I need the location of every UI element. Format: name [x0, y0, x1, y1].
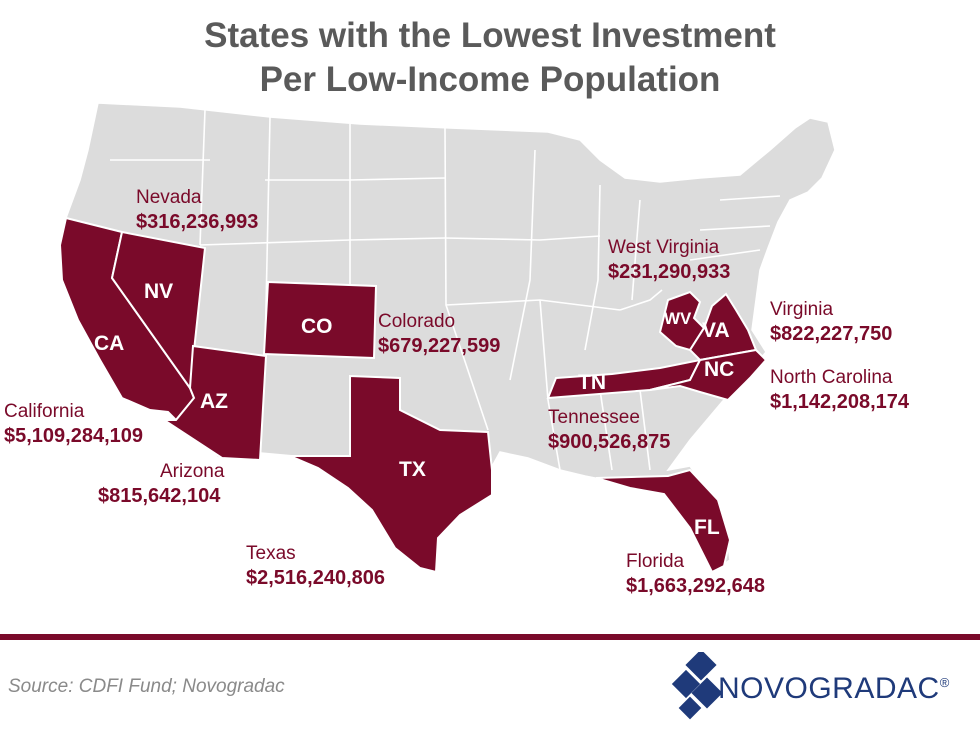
- novogradac-logo: [671, 652, 723, 720]
- label-west-virginia: West Virginia $231,290,933: [608, 236, 730, 285]
- state-amount: $1,142,208,174: [770, 391, 910, 413]
- state-amount: $679,227,599: [378, 335, 501, 357]
- label-texas: Texas $2,516,240,806: [246, 542, 385, 591]
- highlighted-states: [58, 216, 768, 574]
- state-name: Virginia: [770, 299, 834, 320]
- abbr-tx: TX: [399, 458, 426, 481]
- abbr-wv: WV: [664, 309, 692, 328]
- state-amount: $1,663,292,648: [626, 575, 766, 597]
- abbr-ca: CA: [94, 332, 124, 355]
- state-name: California: [4, 401, 85, 422]
- state-amount: $2,516,240,806: [246, 567, 386, 589]
- state-amount: $900,526,875: [548, 431, 671, 453]
- footer-divider: [0, 634, 980, 640]
- state-nc: [649, 348, 768, 402]
- abbr-tn: TN: [578, 371, 606, 394]
- abbr-fl: FL: [694, 516, 720, 539]
- abbr-co: CO: [301, 315, 333, 338]
- state-name: Nevada: [136, 187, 202, 208]
- state-tx: [289, 374, 493, 574]
- map-title: States with the Lowest Investment Per Lo…: [0, 14, 980, 102]
- label-virginia: Virginia $822,227,750: [770, 298, 892, 347]
- source-note: Source: CDFI Fund; Novogradac: [8, 676, 285, 697]
- state-name: Texas: [246, 543, 296, 564]
- state-fl: [595, 468, 732, 574]
- state-amount: $231,290,933: [608, 261, 731, 283]
- diamond-logo-icon: [671, 652, 723, 720]
- label-colorado: Colorado $679,227,599: [378, 310, 500, 359]
- state-amount: $815,642,104: [98, 485, 221, 507]
- abbr-az: AZ: [200, 390, 228, 413]
- state-name: Arizona: [160, 461, 225, 482]
- abbr-nc: NC: [704, 358, 734, 381]
- label-nevada: Nevada $316,236,993: [136, 186, 258, 235]
- state-name: Tennessee: [548, 407, 640, 428]
- registered-mark: ®: [939, 675, 950, 690]
- logo-wordmark: NOVOGRADAC®: [718, 672, 950, 706]
- state-name: Florida: [626, 551, 685, 572]
- state-az: [160, 344, 268, 462]
- state-amount: $316,236,993: [136, 211, 259, 233]
- state-abbreviations: CA NV AZ CO TX TN WV VA NC FL: [94, 280, 734, 539]
- state-co: [262, 280, 378, 360]
- abbr-nv: NV: [144, 280, 173, 303]
- state-name: North Carolina: [770, 367, 893, 388]
- label-north-carolina: North Carolina $1,142,208,174: [770, 366, 909, 415]
- label-california: California $5,109,284,109: [4, 400, 143, 449]
- state-amount: $822,227,750: [770, 323, 893, 345]
- label-florida: Florida $1,663,292,648: [626, 550, 765, 599]
- state-name: Colorado: [378, 311, 456, 332]
- label-arizona: Arizona $815,642,104: [98, 460, 225, 509]
- title-line-1: States with the Lowest Investment: [204, 16, 776, 55]
- state-name: West Virginia: [608, 237, 720, 258]
- label-tennessee: Tennessee $900,526,875: [548, 406, 670, 455]
- title-line-2: Per Low-Income Population: [259, 60, 721, 99]
- abbr-va: VA: [702, 319, 730, 342]
- logo-text: NOVOGRADAC: [718, 672, 940, 705]
- state-amount: $5,109,284,109: [4, 425, 144, 447]
